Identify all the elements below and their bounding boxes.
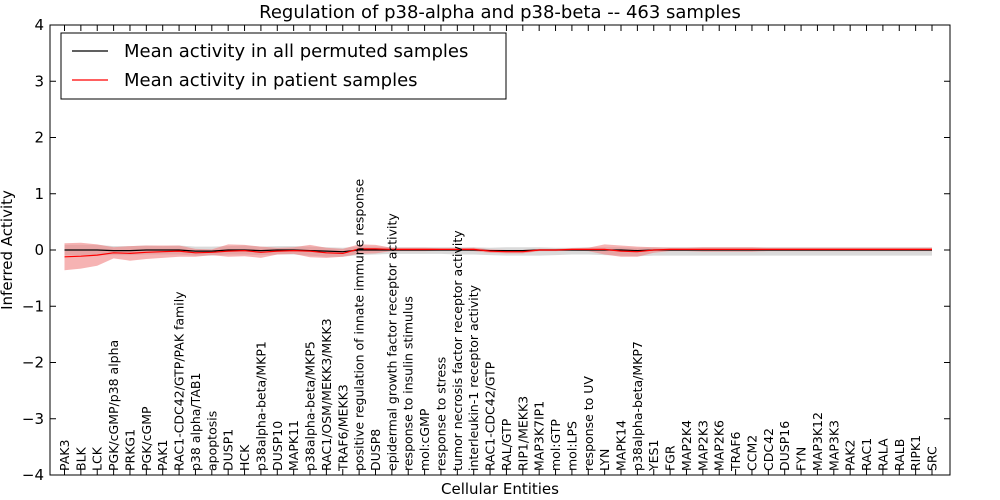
- legend: Mean activity in all permuted samples Me…: [60, 32, 507, 100]
- x-tick-label: FYN: [794, 447, 809, 471]
- y-axis: −4 −3 −2 −1 0 1 2 3 4: [22, 16, 950, 484]
- x-tick-label: DUSP16: [777, 421, 792, 471]
- chart-title: Regulation of p38-alpha and p38-beta -- …: [259, 2, 741, 23]
- x-tick-label: RAC1-CDC42/GTP/PAK family: [172, 291, 187, 471]
- x-tick-label: RAC1/OSM/MEKK3/MKK3: [319, 318, 334, 471]
- y-tick-label: −4: [22, 466, 44, 484]
- x-tick-label: PAK3: [57, 440, 72, 471]
- x-tick-label: HCK: [237, 444, 252, 471]
- x-tick-label: DUSP10: [270, 421, 285, 471]
- x-tick-label: BLK: [73, 446, 88, 471]
- x-tick-label: tumor necrosis factor receptor activity: [450, 230, 465, 471]
- x-tick-label: SRC: [925, 446, 940, 471]
- x-tick-label: FGR: [663, 445, 678, 471]
- x-tick-label: RAC1-CDC42/GTP: [483, 361, 498, 471]
- series-lines: [64, 248, 932, 258]
- x-tick-label: p38alpha-beta/MKP7: [630, 341, 645, 471]
- x-tick-label: LYN: [597, 449, 612, 471]
- x-tick-label: response to insulin stimulus: [401, 296, 416, 471]
- x-tick-label: TRAF6/MEKK3: [335, 384, 350, 472]
- y-tick-label: −1: [22, 297, 44, 315]
- y-tick-label: 0: [34, 241, 44, 259]
- x-tick-label: RALB: [892, 439, 907, 471]
- x-tick-label: MAPK11: [286, 420, 301, 471]
- x-tick-label: RALA: [875, 438, 890, 471]
- y-tick-label: −3: [22, 410, 44, 428]
- x-tick-label: TRAF6: [728, 431, 743, 472]
- legend-label-patient: Mean activity in patient samples: [124, 70, 418, 91]
- y-tick-label: −2: [22, 354, 44, 372]
- x-tick-label: epidermal growth factor receptor activit…: [384, 213, 399, 471]
- x-tick-label: MAP2K4: [679, 420, 694, 471]
- x-tick-label: p38alpha-beta/MKP5: [303, 341, 318, 471]
- x-tick-label: p38alpha-beta/MKP1: [253, 341, 268, 471]
- x-tick-label: RIP1/MEKK3: [515, 396, 530, 471]
- x-tick-label: MAP3K12: [810, 412, 825, 471]
- x-tick-label: PGK/cGMP: [139, 406, 154, 471]
- x-tick-label: PRKG1: [123, 429, 138, 471]
- x-tick-label: MAP3K3: [826, 420, 841, 471]
- x-tick-label: YES1: [646, 440, 661, 472]
- legend-box: [60, 32, 507, 100]
- x-tick-label: p38 alpha/TAB1: [188, 373, 203, 471]
- x-tick-label: mol:GTP: [548, 419, 563, 471]
- y-tick-label: 4: [34, 16, 44, 34]
- x-tick-label: interleukin-1 receptor activity: [466, 284, 481, 471]
- x-axis: PAK3 BLK LCK PGK/cGMP/p38 alpha PRKG1 PGK/cGM…: [57, 25, 940, 475]
- x-tick-label: response to UV: [581, 376, 596, 471]
- x-tick-label: CCM2: [745, 435, 760, 471]
- y-tick-label: 1: [34, 185, 44, 203]
- x-tick-label: CDC42: [761, 428, 776, 471]
- x-tick-label: mol:cGMP: [417, 408, 432, 471]
- x-tick-label: MAP2K3: [695, 420, 710, 471]
- x-tick-label: PAK2: [843, 440, 858, 471]
- x-tick-label: DUSP8: [368, 429, 383, 471]
- confidence-bands: [64, 242, 932, 271]
- x-tick-label: RIPK1: [908, 435, 923, 471]
- x-tick-label: LCK: [90, 446, 105, 471]
- x-tick-label: positive regulation of innate immune res…: [352, 179, 367, 471]
- y-tick-label: 3: [34, 72, 44, 90]
- legend-label-permuted: Mean activity in all permuted samples: [124, 41, 468, 62]
- x-tick-label: PGK/cGMP/p38 alpha: [106, 340, 121, 471]
- x-tick-label: MAP3K7IP1: [532, 401, 547, 471]
- x-tick-label: DUSP1: [221, 429, 236, 471]
- x-axis-label: Cellular Entities: [441, 480, 559, 498]
- x-tick-label: RAL/GTP: [499, 418, 514, 471]
- x-tick-label: RAC1: [859, 438, 874, 471]
- y-axis-label: Inferred Activity: [0, 190, 16, 310]
- x-tick-label: apoptosis: [204, 411, 219, 471]
- x-tick-label: PAK1: [155, 440, 170, 471]
- patient-mean-line: [64, 248, 932, 258]
- x-tick-label: response to stress: [434, 357, 449, 471]
- x-tick-label: mol:LPS: [564, 421, 579, 471]
- y-tick-label: 2: [34, 129, 44, 147]
- x-tick-label: MAPK14: [614, 420, 629, 471]
- x-tick-label: MAP2K6: [712, 420, 727, 471]
